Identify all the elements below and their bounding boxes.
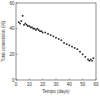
x-tick [42,79,43,81]
x-axis-label: Tempo (days) [42,89,70,94]
point [22,15,24,17]
x-tick-label: 30 [53,82,59,87]
x-tick [29,79,30,81]
y-tick [16,80,18,81]
point [74,47,76,49]
y-axis-label: Total conversion (%) [1,21,6,62]
x-tick [69,79,70,81]
chart: 0 10 20 30 40 50 60 0 20 40 60 Tempo (days) Total co… [0,0,100,96]
y-tick [16,3,18,4]
x-tick-label: 0 [15,82,18,87]
point [45,32,47,34]
x-tick-label: 60 [93,82,99,87]
point [82,54,84,56]
point [93,57,95,59]
point [77,48,79,50]
x-tick-label: 50 [80,82,86,87]
point [61,39,63,41]
points [18,15,94,62]
y-tick-label: 60 [9,1,15,6]
point [58,38,60,40]
point [21,20,23,22]
point [42,32,44,34]
point [71,46,73,48]
x-tick-label: 10 [27,82,33,87]
point [66,43,68,45]
x-tick [16,79,17,81]
y-tick-label: 40 [9,26,15,31]
y-tick-label: 0 [12,78,15,83]
point [55,37,57,39]
x-tick-label: 40 [67,82,73,87]
point [50,34,52,36]
point [85,56,87,58]
point [63,42,65,44]
x-tick [96,79,97,81]
point [53,36,55,38]
y-tick-label: 20 [9,52,15,57]
point [47,33,49,35]
y-tick [16,28,18,29]
point [69,45,71,47]
plot-frame [16,3,96,80]
x-tick [56,79,57,81]
x-tick [82,79,83,81]
point [19,23,21,25]
point [79,51,81,53]
x-tick-label: 20 [40,82,46,87]
point [91,60,93,62]
y-tick [16,54,18,55]
